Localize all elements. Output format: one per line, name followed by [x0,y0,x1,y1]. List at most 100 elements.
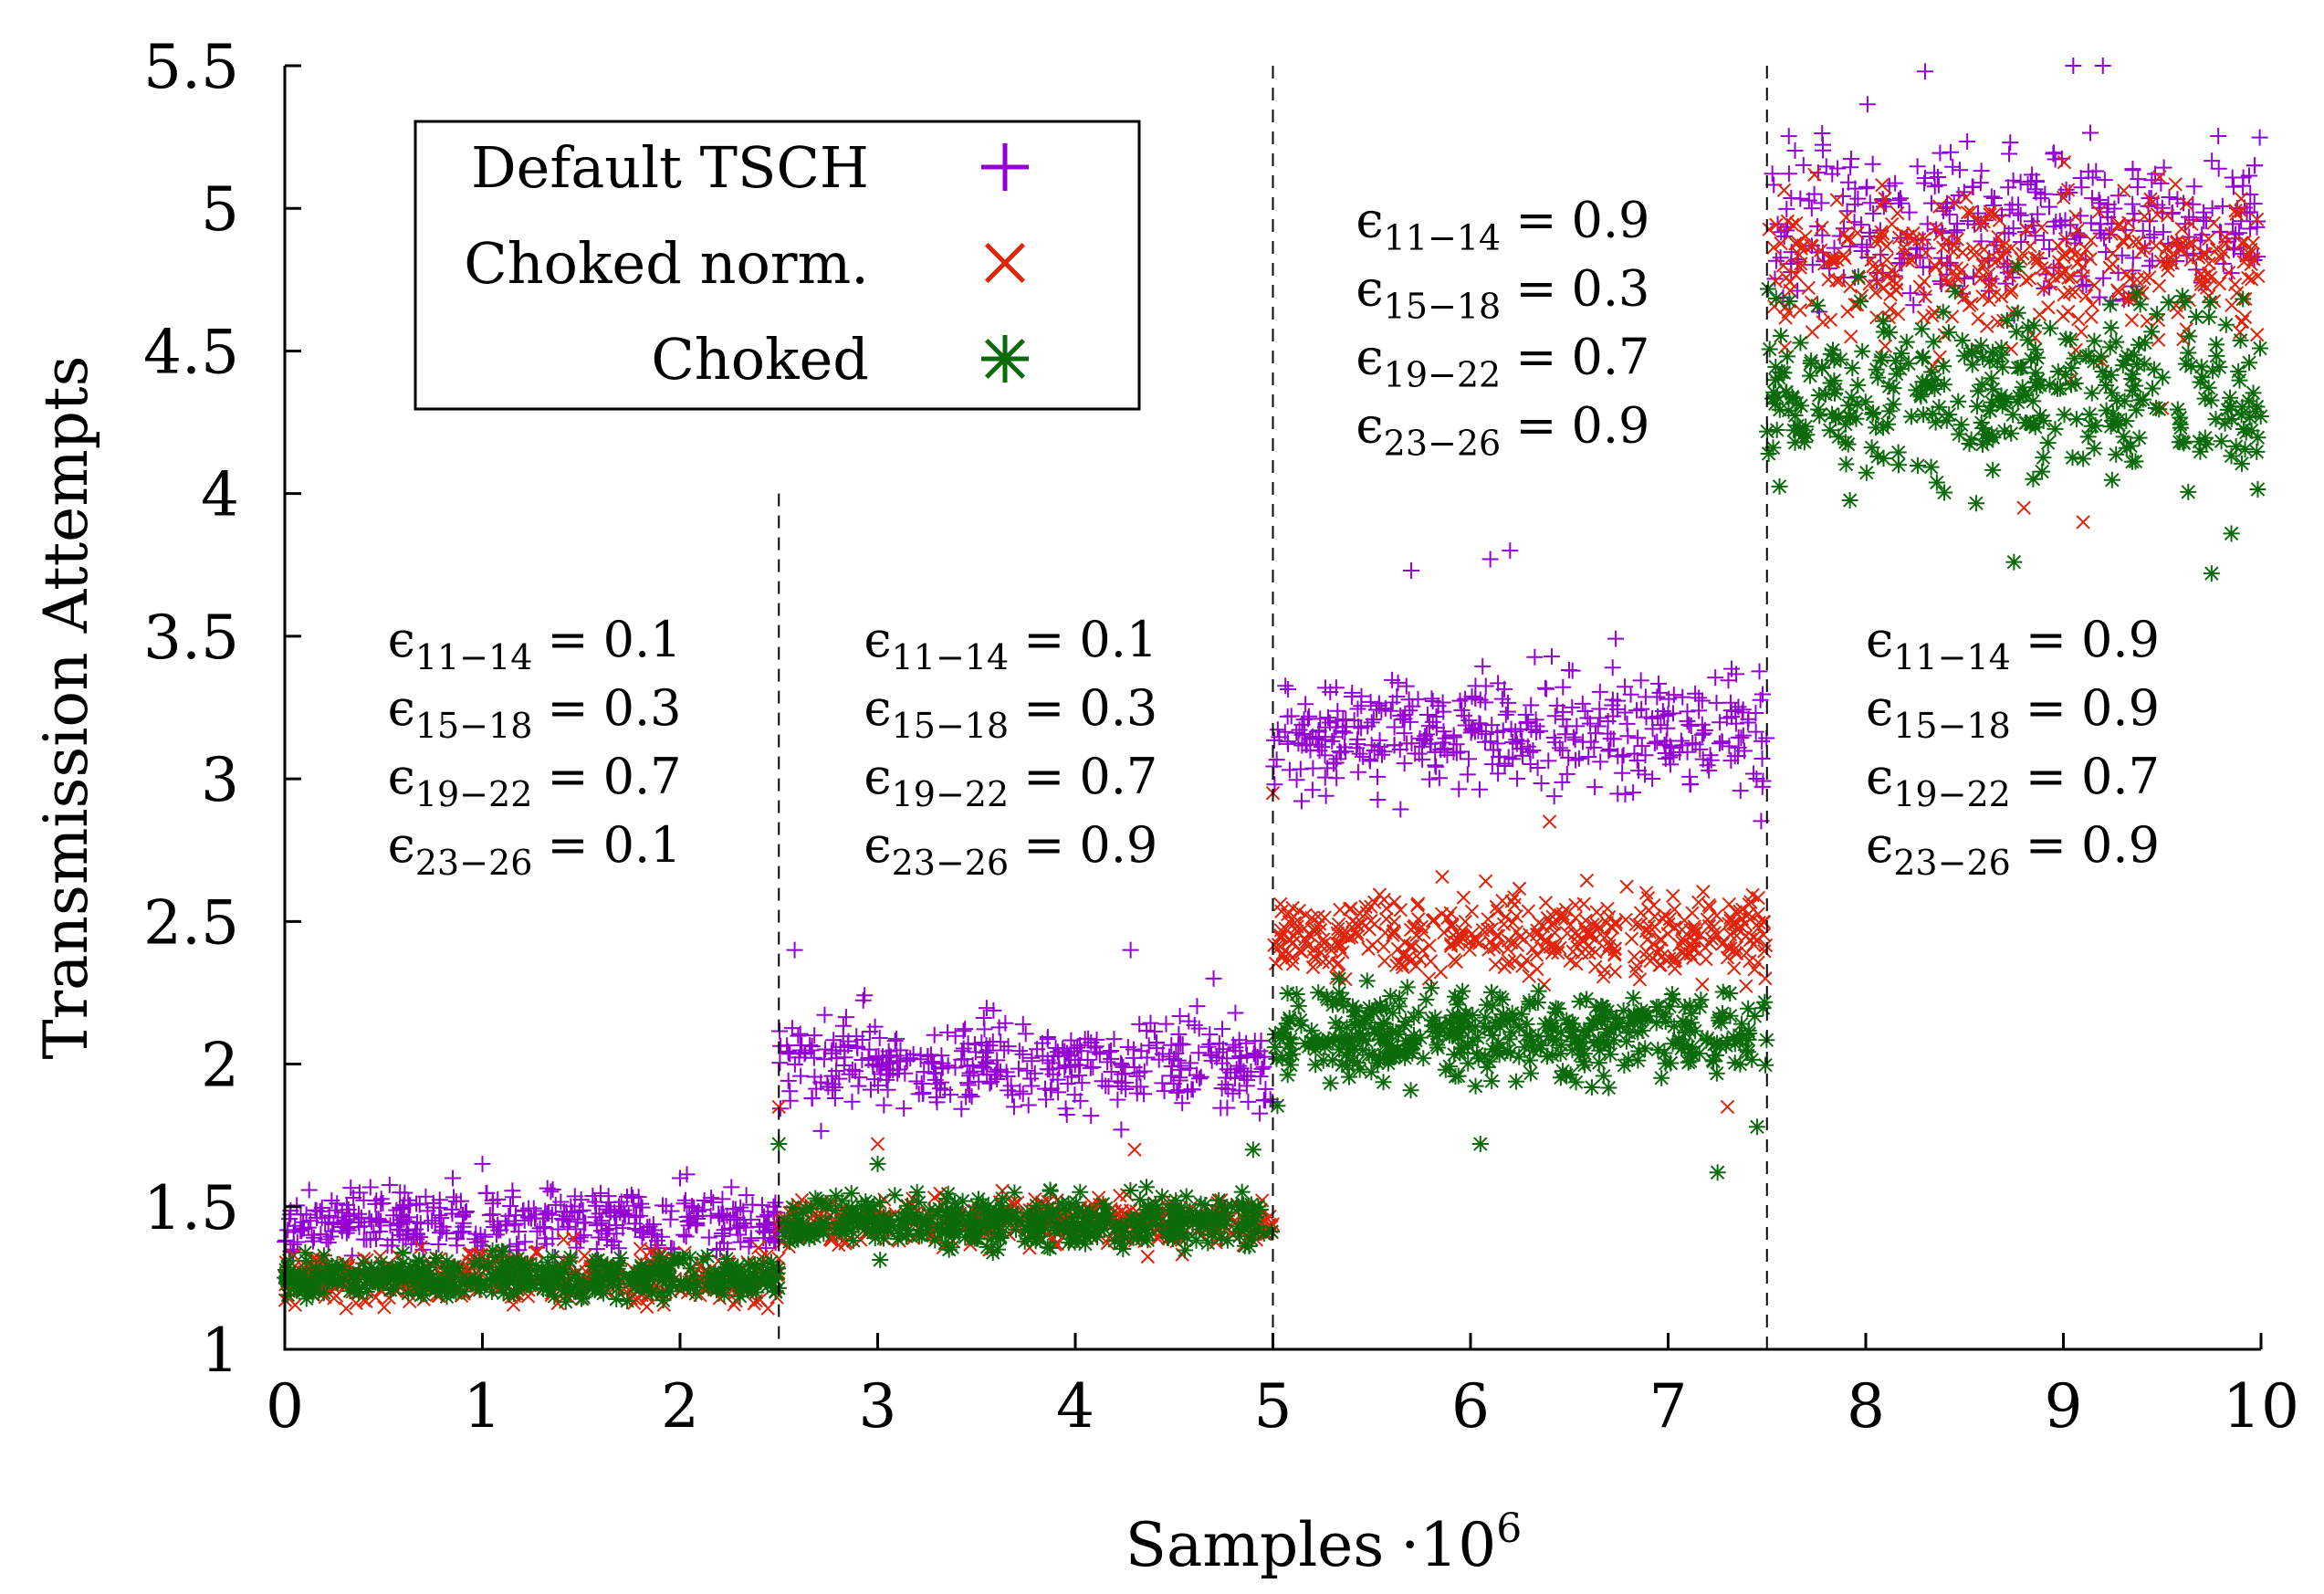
data-point [641,1280,658,1297]
data-point [308,1209,325,1226]
data-point [2235,420,2252,437]
data-point [1822,345,1839,362]
data-point [1170,1025,1188,1043]
y-tick-label: 5.5 [143,32,239,102]
data-point [1245,1044,1262,1062]
annotation-value: 0.1 [1079,611,1157,668]
data-point [333,1204,351,1222]
data-point [2188,309,2205,326]
data-point [1108,1220,1125,1237]
data-point [1239,1072,1256,1089]
data-point [1648,998,1665,1015]
data-point [1163,1036,1180,1054]
data-point [976,1021,993,1038]
data-point [2102,320,2120,337]
data-point [1770,369,1787,386]
data-point [843,1185,860,1202]
data-point-outlier [474,1155,491,1172]
data-point [1071,1066,1088,1084]
data-point-outlier [1709,1164,1726,1181]
data-point [612,1250,629,1267]
data-point [539,1180,556,1197]
data-point [1375,1014,1392,1032]
data-point [361,1210,378,1227]
data-point [1600,1079,1617,1096]
data-point [744,1196,761,1213]
data-point [485,1212,502,1230]
data-point [542,1183,560,1201]
data-point [614,1220,632,1237]
data-point [382,1217,399,1234]
data-point [2009,304,2026,321]
data-point [296,1220,313,1237]
data-point [322,1228,340,1245]
data-point [2128,285,2145,302]
data-point [1839,435,1857,453]
data-point [1869,369,1887,386]
data-point [592,1184,610,1201]
data-point [2131,296,2149,313]
data-point [1666,1018,1683,1035]
data-point [602,1203,619,1221]
data-point [2232,331,2249,349]
data-point [288,1282,306,1299]
data-point [897,1216,915,1233]
data-point [1188,998,1206,1015]
data-point [1767,289,1785,307]
data-point [959,1076,977,1094]
data-point [630,1189,647,1206]
data-point [340,1222,357,1239]
data-point [700,1229,717,1246]
data-point [1279,985,1296,1002]
data-point [1656,1044,1673,1062]
annotation-subscript: 15−18 [892,706,1010,746]
data-point [1014,1045,1031,1063]
data-point [1765,383,1783,401]
data-point [1911,386,1929,404]
data-point [623,1186,640,1203]
data-point [729,1264,747,1282]
data-point [552,1193,570,1211]
x-axis-label-exponent: 6 [1496,1505,1522,1552]
data-point [1922,458,1940,476]
data-point [1105,1031,1123,1048]
data-point [979,1238,996,1255]
data-point [994,1190,1011,1207]
data-point [611,1198,628,1215]
annotation-equals: = [547,611,588,668]
data-point [307,1201,324,1219]
data-point [1191,1070,1209,1087]
data-point [1190,1020,1208,1037]
data-point [869,1213,886,1231]
data-point [703,1190,720,1207]
data-point [1171,1072,1188,1089]
data-point [662,1283,679,1300]
data-point [2103,384,2120,402]
data-point [825,1032,843,1049]
data-point [1290,997,1307,1014]
data-point [732,1233,749,1251]
data-point [1682,1043,1700,1061]
annotation-symbol: ϵ [864,679,891,737]
data-point [381,1176,398,1193]
data-point [298,1290,315,1307]
data-point [1166,1051,1183,1068]
data-point [595,1285,612,1302]
data-point [2005,406,2022,424]
data-point [806,1068,823,1085]
annotation-subscript: 23−26 [892,843,1010,883]
data-point [757,1224,774,1242]
data-point [1219,1099,1236,1117]
data-point [597,1222,614,1239]
data-point [1872,351,1890,369]
data-point [1507,1073,1524,1090]
data-point [981,1037,999,1054]
data-point [1984,461,2002,478]
data-point [2207,336,2225,353]
data-point [861,1022,878,1040]
data-point [989,1052,1006,1069]
data-point [1354,1031,1371,1048]
data-point [383,1259,401,1276]
data-point [1532,1040,1549,1057]
data-point [662,1211,679,1228]
